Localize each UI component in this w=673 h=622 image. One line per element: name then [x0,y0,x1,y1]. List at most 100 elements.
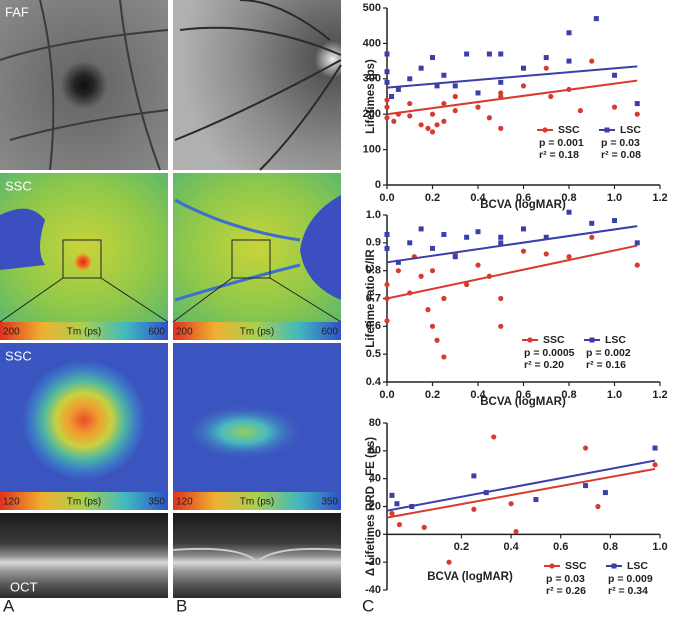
x-tick-label: 0.8 [603,541,618,553]
x-tick-label: 0.6 [553,541,568,553]
y-tick-label: 0.6 [366,320,381,332]
colorbar-min: 120 [176,497,193,508]
image-panels: FAF SSC 200 Tm (ps) 600 200 Tm (ps) 600 … [0,0,374,615]
y-tick-label: 400 [363,37,381,49]
point [441,118,447,124]
point [418,122,424,128]
oct-scan [173,513,341,598]
point [464,51,470,57]
point [583,483,589,489]
legend-r2: r² = 0.34 [608,585,648,597]
panel-label: OCT [10,579,38,594]
panel-label: SSC [5,178,32,193]
y-tick-label: 1.0 [366,209,381,221]
trend-line [386,244,638,300]
y-axis-label: Lifetime ratio C/IR [365,249,377,348]
legend-label: SSC [543,334,565,346]
colorbar: 200 Tm (ps) 600 200 Tm (ps) 600 [0,322,341,340]
legend-label: LSC [605,334,626,346]
point [498,51,504,57]
point [593,16,599,22]
point [612,72,617,78]
point [452,254,458,260]
legend-marker [549,563,555,569]
legend-r2: r² = 0.26 [546,585,586,597]
panel-label: SSC [5,348,32,363]
vessel-region [174,198,301,302]
trend-line [386,225,638,264]
legend-r2: r² = 0.18 [539,149,579,161]
point [394,501,400,507]
x-tick-label: 0.8 [561,389,576,401]
point [483,490,489,496]
zoom-heat [190,404,310,460]
point [566,58,572,64]
legend-r2: r² = 0.16 [586,359,626,371]
colorbar-title: Tm (ps) [67,497,101,508]
point [566,209,572,215]
point [520,248,527,254]
colorbar-max: 350 [321,497,338,508]
legend-label: SSC [558,124,580,136]
point [611,104,618,110]
y-tick-label: -40 [365,584,381,596]
point [407,240,413,246]
point [452,108,458,114]
vessels [174,0,342,171]
point [389,492,395,498]
y-tick-label: 500 [363,2,381,14]
point [425,307,431,313]
point [441,231,447,237]
x-tick-label: 1.0 [652,541,667,553]
point [446,559,452,565]
point [498,240,504,246]
y-tick-label: 40 [369,473,381,485]
point [498,79,504,85]
x-tick-label: 0.4 [503,541,519,553]
map-region [300,195,341,300]
point [384,231,390,237]
legend-p: p = 0.001 [539,137,584,149]
point [634,111,640,117]
colorbar-title: Tm (ps) [240,327,274,338]
point [395,111,401,117]
point [407,113,413,119]
point [475,262,481,268]
legend-p: p = 0.03 [601,137,640,149]
point [384,69,390,75]
point [498,234,504,240]
x-tick-label: 0.4 [470,192,486,204]
point [543,55,549,61]
colorbar-gradient [173,492,341,510]
point [434,337,440,343]
point [566,30,572,36]
panel-letter: A [3,596,15,615]
point [595,503,601,510]
point [409,504,415,509]
y-tick-label: 200 [363,108,381,120]
point [471,473,477,479]
point [498,295,504,302]
point [384,104,390,110]
point [441,72,447,78]
point [434,122,440,128]
colorbar-title: Tm (ps) [67,327,101,338]
zoom-box [231,239,271,279]
point [418,226,424,232]
legend-label: LSC [620,124,641,136]
point [634,240,640,246]
point [475,104,481,110]
faf-image [0,0,168,170]
point [452,83,458,89]
point [508,501,514,507]
point [471,506,477,512]
point [548,93,554,100]
point [566,86,572,93]
x-axis-label: BCVA (logMAR) [427,571,513,583]
point [391,118,397,124]
point [634,101,640,107]
point [429,111,436,117]
point [589,58,595,64]
point [421,524,427,530]
